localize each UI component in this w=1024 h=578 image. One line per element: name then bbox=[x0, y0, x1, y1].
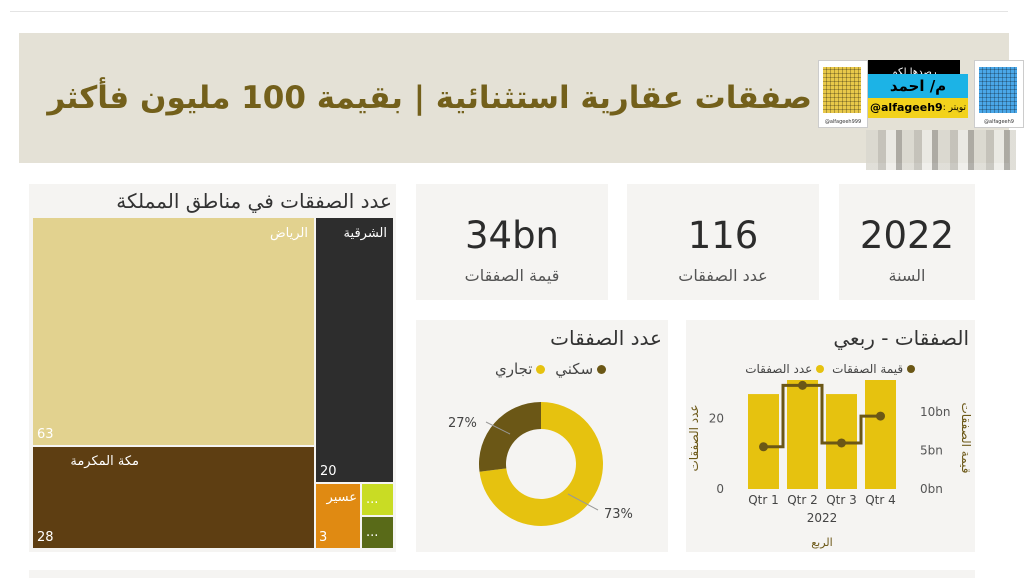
point-value-4[interactable] bbox=[876, 411, 885, 421]
x-tick-label: Qtr 1 bbox=[748, 493, 779, 507]
donut-slice-commercial[interactable] bbox=[479, 402, 603, 526]
legend-label: سكني bbox=[555, 360, 594, 378]
pixel-fringe bbox=[866, 130, 1016, 170]
bar-count-2[interactable] bbox=[787, 380, 818, 489]
treemap-cell-label: ... bbox=[366, 492, 379, 507]
treemap-cell-other-1[interactable]: ... bbox=[362, 484, 393, 515]
treemap-cell-label: عسير bbox=[326, 490, 357, 505]
y-right-tick-label: 0bn bbox=[920, 482, 943, 496]
kpi-card-value: 34bn قيمة الصفقات bbox=[416, 184, 608, 300]
bar-count-4[interactable] bbox=[865, 380, 896, 489]
donut-slice-residential[interactable] bbox=[479, 402, 541, 472]
combo-chart: عدد الصفقات قيمة الصفقات الربع 2022 0 20 0… bbox=[687, 380, 973, 549]
treemap-cell-other-2[interactable]: ... bbox=[362, 517, 393, 548]
kpi-value: 34bn bbox=[464, 214, 560, 257]
donut-label-residential: 27% bbox=[448, 416, 477, 431]
x-tick-label: Qtr 2 bbox=[787, 493, 818, 507]
point-value-3[interactable] bbox=[837, 438, 846, 448]
qr-code-icon bbox=[823, 67, 861, 113]
kpi-value: 116 bbox=[687, 214, 759, 257]
point-value-1[interactable] bbox=[759, 442, 768, 452]
donut-leader-line bbox=[567, 493, 599, 511]
top-divider bbox=[10, 11, 1008, 12]
legend-dot-icon bbox=[816, 365, 825, 373]
legend-label: قيمة الصفقات bbox=[832, 362, 904, 376]
qr-code-icon bbox=[979, 67, 1017, 113]
treemap-cell-label: الرياض bbox=[269, 226, 308, 241]
y-right-tick-label: 10bn bbox=[920, 405, 951, 419]
treemap-cell-value: 20 bbox=[320, 464, 337, 479]
legend-item-count[interactable]: عدد الصفقات bbox=[745, 362, 825, 376]
x-year-label: 2022 bbox=[807, 511, 838, 525]
treemap-cell-asir[interactable]: عسير 3 bbox=[316, 484, 360, 548]
promo-handle-label: تويتر : bbox=[942, 103, 966, 113]
kpi-card-year: 2022 السنة bbox=[839, 184, 975, 300]
legend-item-commercial[interactable]: تجاري bbox=[495, 360, 546, 378]
promo-block: @alfageeh999 رصدها لكم م/ احمد الفقيه تو… bbox=[818, 50, 1024, 172]
line-value-step bbox=[763, 383, 881, 449]
treemap-cell-eastern[interactable]: الشرقية 20 bbox=[316, 218, 393, 482]
kpi-label: عدد الصفقات bbox=[678, 266, 768, 285]
treemap-cell-value: 28 bbox=[37, 530, 54, 545]
legend-dot-icon bbox=[597, 365, 606, 374]
x-tick-label: Qtr 3 bbox=[826, 493, 857, 507]
kpi-label: السنة bbox=[888, 266, 926, 285]
treemap-cell-label: مكة المكرمة bbox=[70, 454, 139, 469]
qr-caption-right: @alfageeh9 bbox=[984, 119, 1014, 125]
point-value-2[interactable] bbox=[798, 380, 807, 390]
combo-card: الصفقات - ربعي قيمة الصفقات عدد الصفقات … bbox=[686, 320, 975, 552]
y-left-tick-label: 0 bbox=[716, 482, 724, 496]
treemap-cell-value: 63 bbox=[37, 427, 54, 442]
x-axis-title: الربع bbox=[811, 536, 832, 549]
combo-legend: قيمة الصفقات عدد الصفقات bbox=[745, 362, 915, 376]
legend-label: تجاري bbox=[495, 360, 533, 378]
donut-label-commercial: 73% bbox=[604, 507, 633, 522]
legend-dot-icon bbox=[536, 365, 546, 374]
left-axis-title: عدد الصفقات bbox=[687, 404, 701, 471]
x-tick-label: Qtr 4 bbox=[865, 493, 896, 507]
donut-chart: 73% 27% bbox=[448, 402, 633, 526]
qr-caption-left: @alfageeh999 bbox=[824, 119, 862, 125]
treemap-cell-label: الشرقية bbox=[343, 226, 387, 241]
treemap-title: عدد الصفقات في مناطق المملكة bbox=[116, 189, 392, 213]
bottom-card bbox=[29, 570, 975, 578]
treemap-chart: الرياض 63 الشرقية 20 مكة المكرمة 28 عسير… bbox=[33, 218, 393, 548]
donut-card: عدد الصفقات سكني تجاري 73% 27% bbox=[416, 320, 668, 552]
promo-tag: رصدها لكم bbox=[891, 67, 937, 78]
donut-title: عدد الصفقات bbox=[550, 326, 662, 350]
promo-handle-box: تويتر : bbox=[868, 98, 968, 118]
promo-handle: @alfageeh9 bbox=[870, 101, 943, 114]
promo-tag-box: رصدها لكم bbox=[868, 60, 960, 78]
treemap-cell-label: ... bbox=[366, 525, 379, 540]
legend-label: عدد الصفقات bbox=[745, 362, 813, 376]
bar-count-1[interactable] bbox=[748, 394, 779, 489]
kpi-card-count: 116 عدد الصفقات bbox=[627, 184, 819, 300]
legend-item-value[interactable]: قيمة الصفقات bbox=[832, 362, 915, 376]
donut-leader-line bbox=[485, 421, 511, 435]
page-title: صفقات عقارية استثنائية | بقيمة 100 مليون… bbox=[47, 80, 812, 116]
qr-card-right: @alfageeh9 bbox=[974, 60, 1024, 128]
treemap-cell-value: 3 bbox=[319, 530, 328, 545]
legend-dot-icon bbox=[907, 365, 915, 373]
legend-item-residential[interactable]: سكني bbox=[555, 360, 606, 378]
kpi-label: قيمة الصفقات bbox=[464, 266, 560, 285]
y-right-tick-label: 5bn bbox=[920, 444, 943, 458]
treemap-cell-makkah[interactable]: مكة المكرمة 28 bbox=[33, 447, 314, 548]
right-axis-title: قيمة الصفقات bbox=[959, 402, 973, 473]
treemap-cell-riyadh[interactable]: الرياض 63 bbox=[33, 218, 314, 445]
donut-legend: سكني تجاري bbox=[495, 360, 606, 378]
promo-name: م/ احمد الفقيه bbox=[868, 74, 968, 119]
y-left-tick-label: 20 bbox=[709, 412, 724, 426]
qr-card-left: @alfageeh999 bbox=[818, 60, 868, 128]
kpi-value: 2022 bbox=[859, 214, 955, 257]
combo-title: الصفقات - ربعي bbox=[833, 326, 969, 350]
